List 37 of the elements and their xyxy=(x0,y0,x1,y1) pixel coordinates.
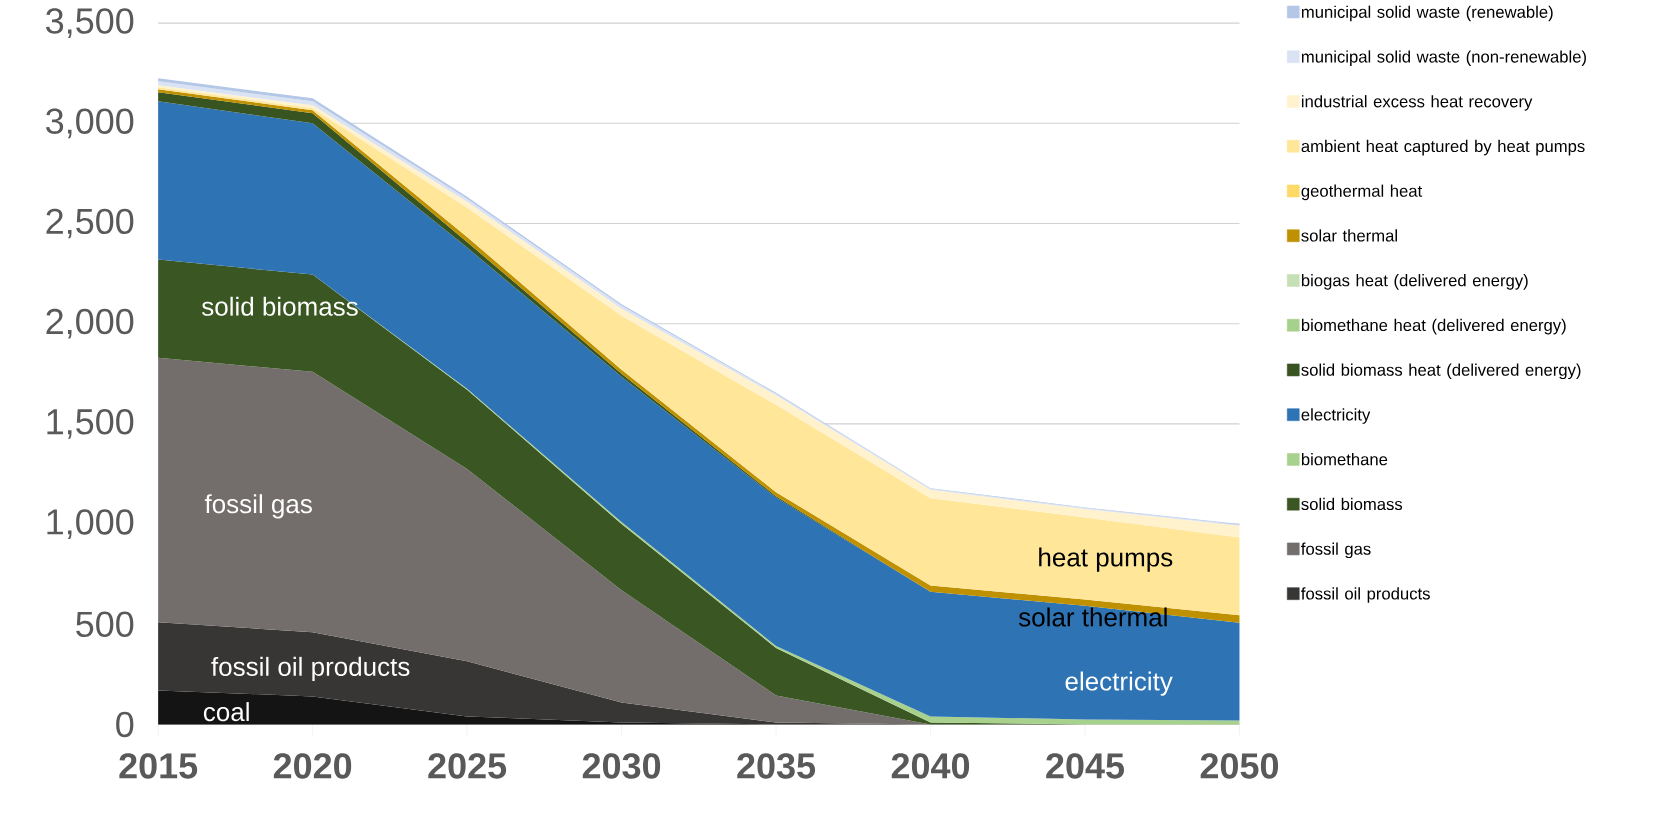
annotation: solid biomass xyxy=(201,296,358,316)
y-tick-label: 3,000 xyxy=(46,108,134,139)
legend-label: biomethane xyxy=(1301,453,1388,466)
x-tick-label: 2050 xyxy=(1200,753,1279,779)
legend-label: biomethane heat (delivered energy) xyxy=(1301,318,1566,335)
x-tick-label: 2025 xyxy=(428,753,507,779)
legend-label: municipal solid waste (non-renewable) xyxy=(1301,50,1586,66)
y-tick-label: 1,000 xyxy=(47,509,134,539)
legend-label: solid biomass heat (delivered energy) xyxy=(1301,363,1581,380)
x-tick-label: 2045 xyxy=(1046,753,1125,779)
annotation: solar thermal xyxy=(1018,607,1167,627)
y-tick-label: 2,000 xyxy=(46,308,134,339)
legend-label: geothermal heat xyxy=(1301,184,1423,201)
legend-label: fossil gas xyxy=(1301,542,1371,559)
legend-label: fossil oil products xyxy=(1301,587,1430,603)
legend-label: ambient heat captured by heat pumps xyxy=(1301,139,1585,156)
x-tick-label: 2035 xyxy=(737,753,816,779)
y-tick-label: 1,500 xyxy=(47,409,134,439)
x-tick-label: 2020 xyxy=(273,753,352,779)
legend-label: biogas heat (delivered energy) xyxy=(1301,274,1528,290)
y-tick-label: 500 xyxy=(76,611,134,638)
annotation: fossil oil products xyxy=(211,656,410,682)
annotation: heat pumps xyxy=(1039,547,1173,572)
annotation: fossil gas xyxy=(204,494,312,519)
legend-label: municipal solid waste (renewable) xyxy=(1301,5,1553,22)
annotation: electricity xyxy=(1065,671,1173,696)
legend-label: solar thermal xyxy=(1301,229,1397,242)
x-tick-label: 2015 xyxy=(119,753,198,779)
y-tick-label: 2,500 xyxy=(46,208,134,239)
legend-label: industrial excess heat recovery xyxy=(1301,95,1533,111)
x-tick-label: 2030 xyxy=(582,753,661,779)
x-tick-label: 2040 xyxy=(891,753,970,779)
y-tick-label: 3,500 xyxy=(46,8,134,38)
annotation: coal xyxy=(203,702,249,722)
legend-label: solid biomass xyxy=(1301,497,1403,511)
legend-label: electricity xyxy=(1301,408,1371,424)
y-tick-label: 0 xyxy=(116,711,134,738)
